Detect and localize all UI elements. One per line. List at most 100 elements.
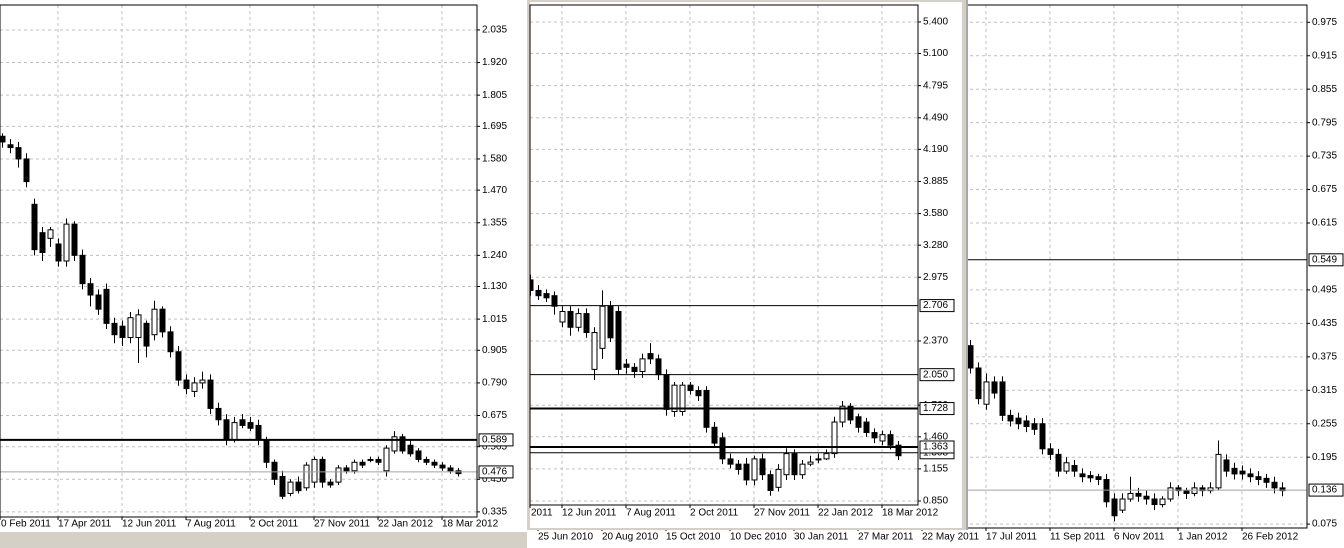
candle-body [311,458,318,483]
candle-body [47,229,54,239]
y-tick-label: 0.675 [1312,184,1337,195]
candle-body [207,379,214,409]
y-tick-label: 3.280 [923,240,948,251]
candle-body [135,314,142,339]
x-tick-label: 10 Dec 2010 [730,532,787,543]
candle-body [111,322,118,336]
y-tick-label: 1.130 [482,281,507,292]
candle-body [55,243,62,262]
y-tick-label: 0.675 [482,410,507,421]
candle-body [863,421,870,434]
y-tick-label: 1.155 [923,464,948,475]
y-tick-label: 0.335 [482,507,507,518]
candle-body [983,381,990,405]
candle-body [639,358,646,372]
y-tick-label: 0.615 [1312,218,1337,229]
candle-body [431,461,438,466]
candle-body [1207,487,1214,492]
y-tick-label: 0.565 [482,441,507,452]
y-tick-label: 2.035 [482,25,507,36]
x-tick-label: 11 Sep 2011 [1050,532,1106,543]
candle-body [559,310,566,323]
candle-body [815,458,822,461]
candle-body [79,254,86,285]
candle-body [655,358,662,376]
candle-body [543,293,550,299]
y-tick-label: 0.795 [1312,117,1337,128]
candle-body [199,379,206,384]
y-tick-label: 1.695 [482,121,507,132]
candle-body [423,458,430,463]
candle-body [1095,476,1102,480]
candle-body [167,331,174,353]
candle-body [335,467,342,483]
candle-body [1279,487,1286,492]
candle-body [727,458,734,465]
price-label-box [1308,253,1344,267]
candle-body [159,308,166,333]
x-tick-label: 6 Nov 2011 [1114,532,1165,543]
price-label-box [919,299,955,313]
y-tick-label: 1.355 [482,217,507,228]
x-tick-label: 7 Aug 2011 [626,508,676,519]
candle-body [1135,492,1142,497]
candle-body [0,135,6,143]
x-tick-label: 17 Apr 2011 [58,519,112,530]
y-tick-label: 0.075 [1312,519,1337,530]
price-label: 2.050 [923,369,948,380]
y-tick-label: 0.735 [1312,151,1337,162]
plot-frame [0,4,478,518]
candle-body [551,295,558,307]
plot-area [530,5,918,505]
y-tick-label: 5.400 [923,17,948,28]
plot-area [0,5,477,517]
candle-body [271,461,278,480]
candle-body [263,439,270,463]
candle-body [1143,495,1150,500]
candle-body [775,468,782,488]
candle-body [1111,498,1118,517]
price-label: 0.589 [482,435,507,446]
x-tick-label: 12 Jun 2011 [122,519,177,530]
x-tick-label: 26 Feb 2012 [1242,532,1299,543]
candle-body [127,317,134,339]
y-tick-label: 0.790 [482,378,507,389]
candle-body [1223,459,1230,472]
candle-body [1191,487,1198,494]
candle-body [1063,462,1070,472]
candle-body [31,203,38,251]
candle-body [719,437,726,460]
y-tick-label: 3.580 [923,208,948,219]
candle-body [1039,423,1046,450]
candle-body [767,474,774,491]
candle-body [583,313,590,334]
y-tick-label: 0.855 [1312,84,1337,95]
x-tick-label: 15 Oct 2010 [666,532,721,543]
y-tick-label: 1.240 [482,250,507,261]
candle-body [1215,453,1222,489]
candle-body [351,461,358,472]
candle-body [71,223,78,256]
candle-body [743,463,750,481]
candle-body [119,325,126,339]
candle-body [175,351,182,381]
candle-body [1231,467,1238,475]
candle-body [967,345,974,369]
candle-body [1183,490,1190,494]
y-tick-label: 0.850 [923,496,948,507]
y-tick-label: 0.255 [1312,418,1337,429]
candle-body [855,416,862,428]
price-label-box [919,402,955,416]
candle-body [783,453,790,476]
price-label: 1.363 [923,442,948,453]
candle-body [87,283,94,296]
candle-body [623,363,630,368]
y-tick-label: 0.435 [1312,318,1337,329]
candle-body [975,367,982,400]
candle-body [879,434,886,442]
chart-window: 5.400 5.100 4.795 4.490 4.190 3.885 3.580 3.280… [527,0,968,530]
price-label-box [919,440,955,454]
candle-body [847,405,854,421]
y-tick-label: 5.100 [923,48,948,59]
